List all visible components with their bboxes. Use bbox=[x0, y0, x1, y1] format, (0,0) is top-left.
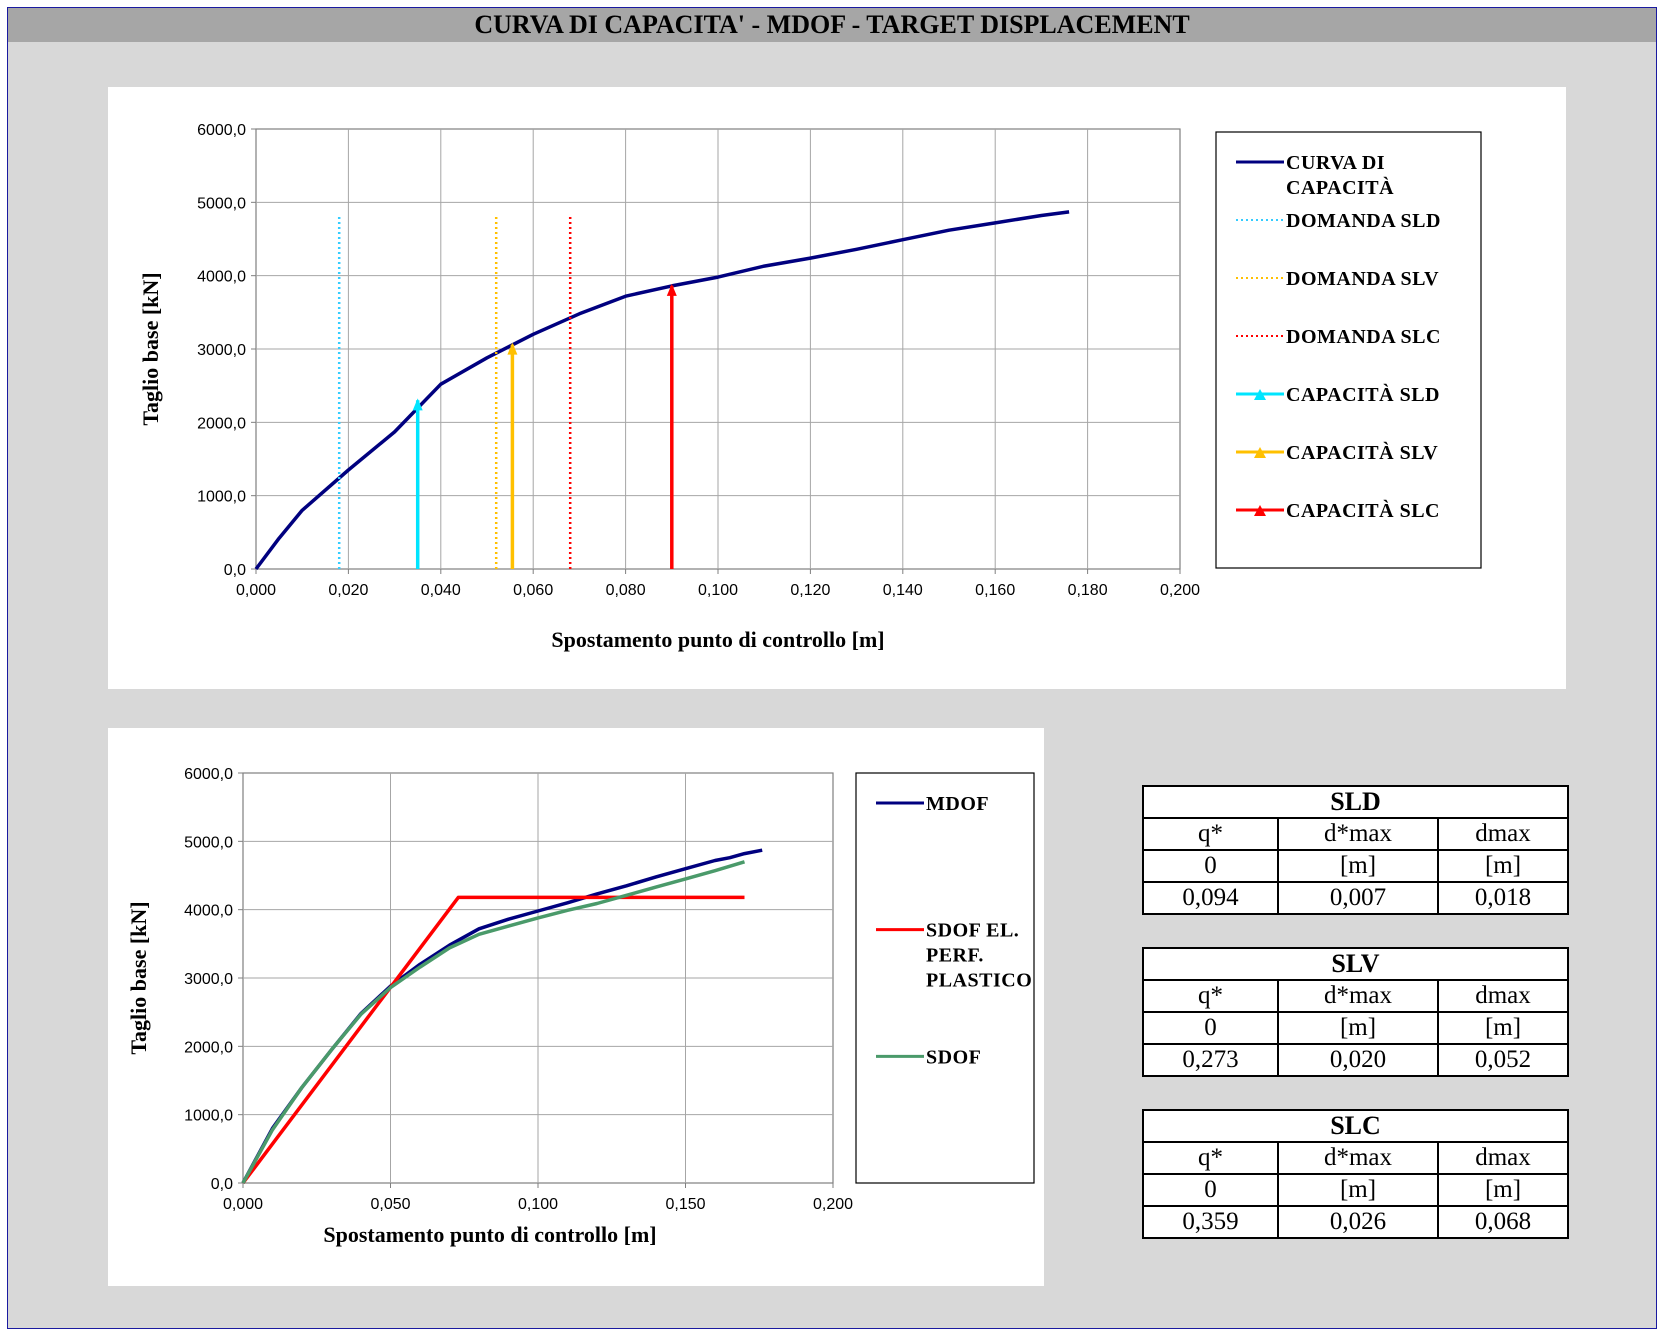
unit-dmax: [m] bbox=[1436, 1173, 1570, 1207]
chart-panel-capacity: 0,000 0,020 0,040 0,060 0,080 0,100 0,120 0,140… bbox=[108, 87, 1566, 689]
series-line-sdof-el-perf-plastico bbox=[241, 895, 745, 1185]
unit-q: 0 bbox=[1142, 1011, 1279, 1045]
table-sld: SLD q* d*max dmax 0 [m] [m] 0,094 0,007 0,018 bbox=[1141, 785, 1570, 915]
series-marker-capacita-slv bbox=[507, 342, 518, 355]
legend-label-capacita-slv: CAPACITÀ SLV bbox=[1286, 441, 1438, 464]
table-title: SLD bbox=[1141, 785, 1570, 819]
y-tick-label: 5000,0 bbox=[197, 195, 246, 212]
x-tick-label: 0,160 bbox=[975, 582, 1015, 599]
header-dmax: dmax bbox=[1436, 1141, 1570, 1175]
series-marker-capacita-sld bbox=[412, 398, 423, 411]
value-q: 0,359 bbox=[1142, 1205, 1279, 1239]
legend-label-mdof: MDOF bbox=[926, 793, 989, 815]
unit-dmax: [m] bbox=[1436, 849, 1570, 883]
y-tick-label: 2000,0 bbox=[197, 415, 246, 432]
header-q: q* bbox=[1142, 979, 1279, 1013]
value-dmax: 0,018 bbox=[1436, 881, 1570, 915]
legend-label-domanda-sld: DOMANDA SLD bbox=[1286, 210, 1441, 232]
legend-label-capacita-slc: CAPACITÀ SLC bbox=[1286, 499, 1440, 522]
header-dstar: d*max bbox=[1277, 979, 1439, 1013]
legend-label-sdof: SDOF bbox=[926, 1046, 981, 1068]
value-dstar: 0,026 bbox=[1277, 1205, 1439, 1239]
mdof-sdof-chart: 0,000 0,050 0,100 0,150 0,200 0,0 1000,0 2000,… bbox=[126, 766, 1035, 1247]
x-tick-label: 0,000 bbox=[236, 582, 276, 599]
table-title: SLC bbox=[1141, 1109, 1570, 1143]
x-tick-label: 0,000 bbox=[223, 1196, 263, 1213]
unit-dstar: [m] bbox=[1277, 849, 1439, 883]
series-line-sdof bbox=[241, 860, 746, 1184]
header-q: q* bbox=[1142, 817, 1279, 851]
unit-dmax: [m] bbox=[1437, 1011, 1569, 1045]
y-tick-label: 1000,0 bbox=[197, 489, 246, 506]
y-tick-label: 0,0 bbox=[211, 1176, 233, 1193]
unit-q: 0 bbox=[1142, 1173, 1279, 1207]
table-title: SLV bbox=[1142, 947, 1569, 981]
value-dstar: 0,020 bbox=[1277, 1043, 1439, 1077]
x-axis-title: Spostamento punto di controllo [m] bbox=[551, 627, 884, 652]
legend-label-curva-di-capacita: CURVA DI bbox=[1286, 152, 1385, 174]
y-tick-label: 3000,0 bbox=[184, 971, 233, 988]
y-tick-label: 6000,0 bbox=[184, 766, 233, 783]
legend-label-sdof-el-perf-plastico: SDOF EL. bbox=[926, 920, 1019, 942]
header-dstar: d*max bbox=[1277, 1141, 1439, 1175]
unit-q: 0 bbox=[1142, 849, 1279, 883]
page-title: CURVA DI CAPACITA' - MDOF - TARGET DISPL… bbox=[8, 8, 1656, 42]
legend-label-domanda-slc: DOMANDA SLC bbox=[1286, 326, 1441, 348]
y-tick-label: 4000,0 bbox=[197, 269, 246, 286]
y-tick-label: 6000,0 bbox=[197, 122, 246, 139]
x-tick-label: 0,180 bbox=[1068, 582, 1108, 599]
series-marker-capacita-slc bbox=[666, 283, 677, 296]
value-dmax: 0,068 bbox=[1436, 1205, 1570, 1239]
legend-box bbox=[855, 772, 1035, 1184]
chart-panel-mdof-sdof: 0,000 0,050 0,100 0,150 0,200 0,0 1000,0 2000,… bbox=[108, 728, 1044, 1286]
legend-label-curva-di-capacita: CAPACITÀ bbox=[1286, 176, 1394, 199]
y-axis-title: Taglio base [kN] bbox=[126, 901, 151, 1054]
value-q: 0,273 bbox=[1142, 1043, 1279, 1077]
legend-label-domanda-slv: DOMANDA SLV bbox=[1286, 268, 1439, 290]
x-tick-label: 0,120 bbox=[790, 582, 830, 599]
series-line-curva-di-capacita bbox=[254, 210, 1070, 571]
x-tick-label: 0,100 bbox=[518, 1196, 558, 1213]
capacity-chart: 0,000 0,020 0,040 0,060 0,080 0,100 0,120 0,140… bbox=[138, 122, 1482, 652]
x-tick-label: 0,200 bbox=[813, 1196, 853, 1213]
header-dmax: dmax bbox=[1437, 979, 1569, 1013]
legend-marker-capacita-slv bbox=[1254, 447, 1266, 458]
y-tick-label: 0,0 bbox=[224, 562, 246, 579]
x-tick-label: 0,050 bbox=[370, 1196, 410, 1213]
x-tick-label: 0,150 bbox=[665, 1196, 705, 1213]
y-tick-label: 4000,0 bbox=[184, 903, 233, 920]
value-q: 0,094 bbox=[1142, 881, 1279, 915]
legend-box bbox=[1215, 131, 1482, 569]
x-tick-label: 0,020 bbox=[328, 582, 368, 599]
unit-dstar: [m] bbox=[1277, 1011, 1439, 1045]
x-tick-label: 0,080 bbox=[606, 582, 646, 599]
legend-marker-capacita-sld bbox=[1254, 389, 1266, 400]
y-axis-title: Taglio base [kN] bbox=[138, 272, 163, 425]
value-dmax: 0,052 bbox=[1437, 1043, 1569, 1077]
x-tick-label: 0,040 bbox=[421, 582, 461, 599]
x-axis-title: Spostamento punto di controllo [m] bbox=[323, 1222, 656, 1247]
header-dmax: dmax bbox=[1436, 817, 1570, 851]
x-tick-label: 0,100 bbox=[698, 582, 738, 599]
y-tick-label: 5000,0 bbox=[184, 834, 233, 851]
legend-label-sdof-el-perf-plastico: PERF. bbox=[926, 945, 984, 967]
value-dstar: 0,007 bbox=[1277, 881, 1439, 915]
y-tick-label: 3000,0 bbox=[197, 342, 246, 359]
y-tick-label: 2000,0 bbox=[184, 1039, 233, 1056]
legend-marker-capacita-slc bbox=[1254, 505, 1266, 516]
legend-label-sdof-el-perf-plastico: PLASTICO bbox=[926, 970, 1032, 992]
table-slv: SLV q* d*max dmax 0 [m] [m] 0,273 0,020 0,052 bbox=[1142, 947, 1569, 1077]
header-dstar: d*max bbox=[1277, 817, 1439, 851]
table-slc: SLC q* d*max dmax 0 [m] [m] 0,359 0,026 0,068 bbox=[1141, 1109, 1570, 1239]
x-tick-label: 0,140 bbox=[883, 582, 923, 599]
legend-label-capacita-sld: CAPACITÀ SLD bbox=[1286, 383, 1440, 406]
header-q: q* bbox=[1142, 1141, 1279, 1175]
x-tick-label: 0,200 bbox=[1160, 582, 1200, 599]
x-tick-label: 0,060 bbox=[513, 582, 553, 599]
unit-dstar: [m] bbox=[1277, 1173, 1439, 1207]
y-tick-label: 1000,0 bbox=[184, 1108, 233, 1125]
